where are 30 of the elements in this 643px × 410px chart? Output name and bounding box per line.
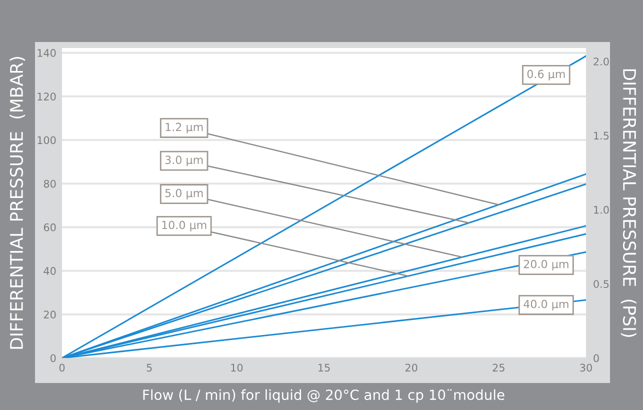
annotation: 1.2 µm — [166, 122, 203, 134]
y-tick-label: 0 — [50, 354, 56, 362]
y2-tick-label: 2.0 — [594, 58, 609, 66]
y-tick-label: 20 — [44, 310, 56, 319]
y-tick-label: 60 — [44, 223, 56, 232]
x-tick-label: 5 — [146, 364, 152, 372]
x-tick-label: 10 — [231, 364, 243, 372]
y-tick-label: 40 — [44, 267, 56, 275]
annotation: 3.0 µm — [165, 156, 203, 166]
x-tick-label: 30 — [580, 364, 592, 372]
y-tick-label: 100 — [38, 136, 56, 144]
x-tick-label: 15 — [318, 364, 330, 372]
y2-tick-label: 1.0 — [594, 206, 609, 214]
x-axis-title: Flow (L / min) for liquid @ 20°C and 1 cp 10¨module — [143, 389, 504, 403]
y2-tick-label: 0 — [594, 354, 599, 362]
y-tick-label: 140 — [38, 49, 56, 57]
x-tick-label: 25 — [492, 364, 504, 372]
y2-tick-label: 1.5 — [594, 132, 609, 140]
annotation: 0.6 µm — [527, 70, 565, 80]
y2-tick-label: 0.5 — [594, 280, 609, 288]
x-tick-label: 20 — [405, 364, 418, 372]
y2-axis-title: DIFFERENTIAL PRESSURE (PSI) — [620, 69, 636, 337]
annotation: 5.0 µm — [165, 188, 203, 200]
x-tick-label: 0 — [59, 364, 65, 372]
annotation: 10.0 µm — [162, 220, 206, 232]
y-tick-label: 120 — [38, 92, 56, 100]
annotation: 20.0 µm — [524, 260, 568, 270]
y-tick-label: 80 — [44, 180, 56, 188]
annotation: 40.0 µm — [524, 300, 568, 310]
y-axis-title: DIFFERENTIAL PRESSURE (MBAR) — [10, 57, 26, 349]
